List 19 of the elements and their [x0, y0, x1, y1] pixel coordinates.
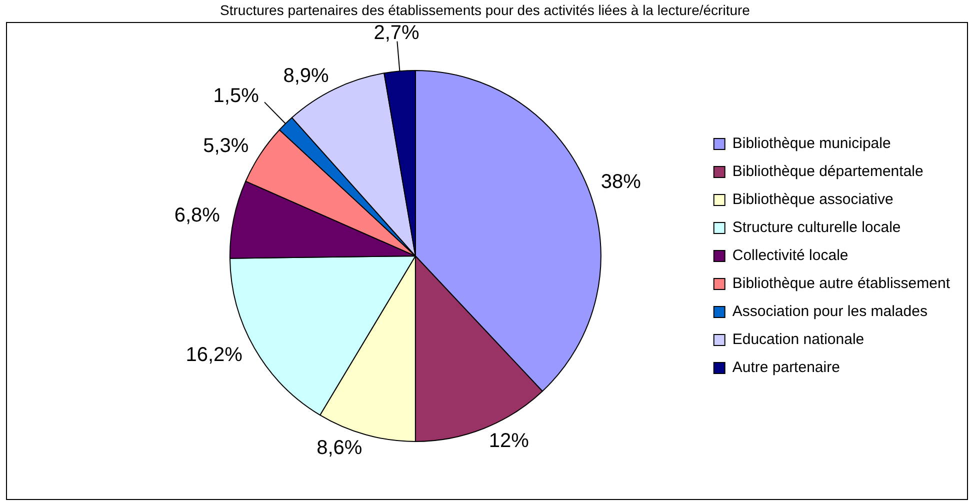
legend-label: Education nationale — [732, 331, 864, 348]
data-label: 2,7% — [374, 22, 420, 44]
legend-label: Association pour les malades — [732, 303, 928, 320]
data-label: 8,9% — [283, 64, 329, 87]
data-label: 38% — [600, 171, 642, 194]
legend-label: Collectivité locale — [732, 247, 848, 264]
data-label: 16,2% — [186, 344, 243, 366]
legend-label: Bibliothèque autre établissement — [732, 275, 951, 292]
chart-title: Structures partenaires des établissements pour des activités liées à la lecture/écriture — [219, 1, 751, 19]
data-label: 5,3% — [203, 134, 249, 157]
data-label: 1,5% — [213, 84, 260, 107]
legend-label: Bibliothèque départementale — [732, 163, 924, 180]
data-label: 6,8% — [174, 204, 220, 227]
legend-label: Structure culturelle locale — [732, 219, 901, 236]
data-label: 8,6% — [316, 436, 362, 459]
legend-label: Bibliothèque municipale — [732, 135, 891, 152]
legend-label: Autre partenaire — [732, 359, 840, 376]
legend-label: Bibliothèque associative — [732, 191, 894, 208]
data-label: 12% — [488, 430, 530, 452]
